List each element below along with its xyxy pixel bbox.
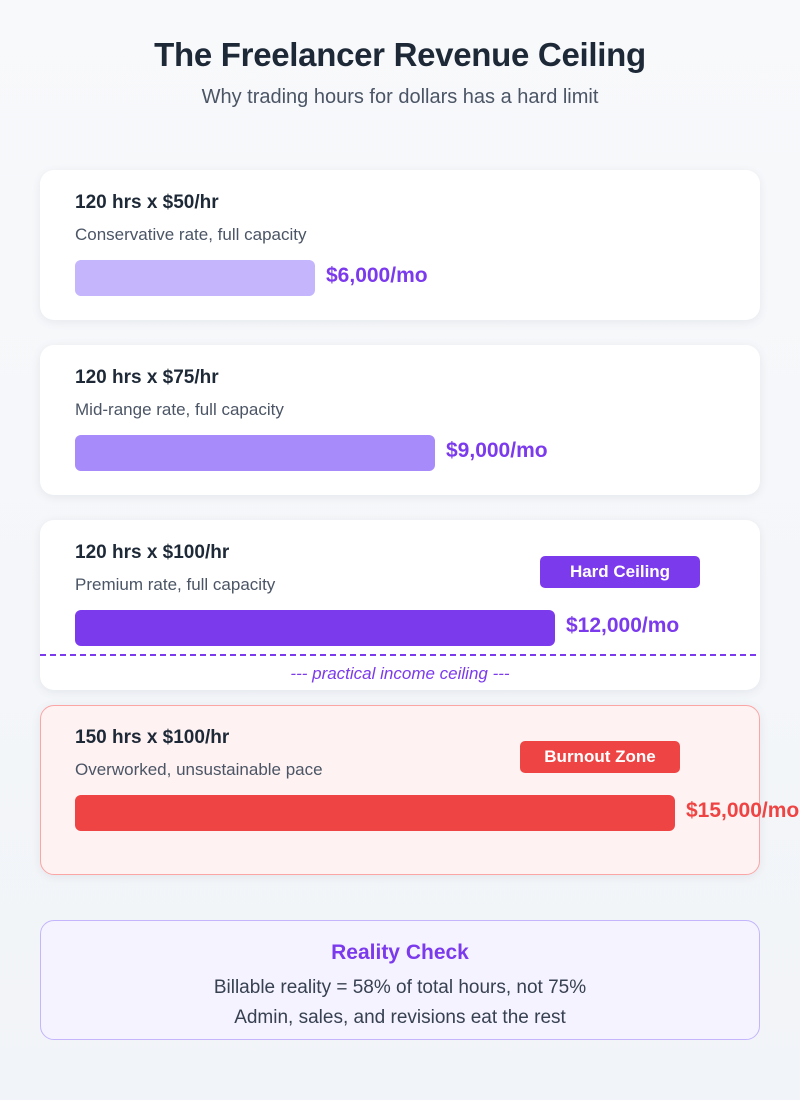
bar-value-label: $12,000/mo [566,614,680,637]
reality-check-title: Reality Check [331,941,469,964]
reality-check-line: Billable reality = 58% of total hours, n… [213,977,587,998]
revenue-bar [75,795,675,831]
income-ceiling-line [40,654,756,656]
income-ceiling-label: --- practical income ceiling --- [290,664,510,683]
card-description: Conservative rate, full capacity [75,225,307,244]
card-description: Overworked, unsustainable pace [75,760,323,779]
revenue-bar [75,260,315,296]
card-title: 120 hrs x $75/hr [75,367,219,388]
burnout-zone-badge: Burnout Zone [520,741,680,773]
bar-value-label: $9,000/mo [446,439,548,462]
card-title: 120 hrs x $100/hr [75,542,230,563]
page-subtitle: Why trading hours for dollars has a hard… [201,86,599,108]
revenue-bar [75,610,555,646]
reality-check-line: Admin, sales, and revisions eat the rest [234,1007,566,1028]
revenue-card: 120 hrs x $100/hr Premium rate, full cap… [40,520,760,690]
page-title: The Freelancer Revenue Ceiling [154,36,646,73]
bar-value-label: $6,000/mo [326,264,428,287]
card-title: 120 hrs x $50/hr [75,192,219,213]
card-description: Premium rate, full capacity [75,575,276,594]
revenue-card: 120 hrs x $50/hr Conservative rate, full… [40,170,760,320]
revenue-bar [75,435,435,471]
hard-ceiling-badge: Hard Ceiling [540,556,700,588]
burnout-card: 150 hrs x $100/hr Overworked, unsustaina… [40,705,799,875]
revenue-card: 120 hrs x $75/hr Mid-range rate, full ca… [40,345,760,495]
card-title: 150 hrs x $100/hr [75,727,230,748]
bar-value-label: $15,000/mo [686,799,800,822]
reality-check-box: Reality Check Billable reality = 58% of … [40,920,760,1040]
card-description: Mid-range rate, full capacity [75,400,284,419]
